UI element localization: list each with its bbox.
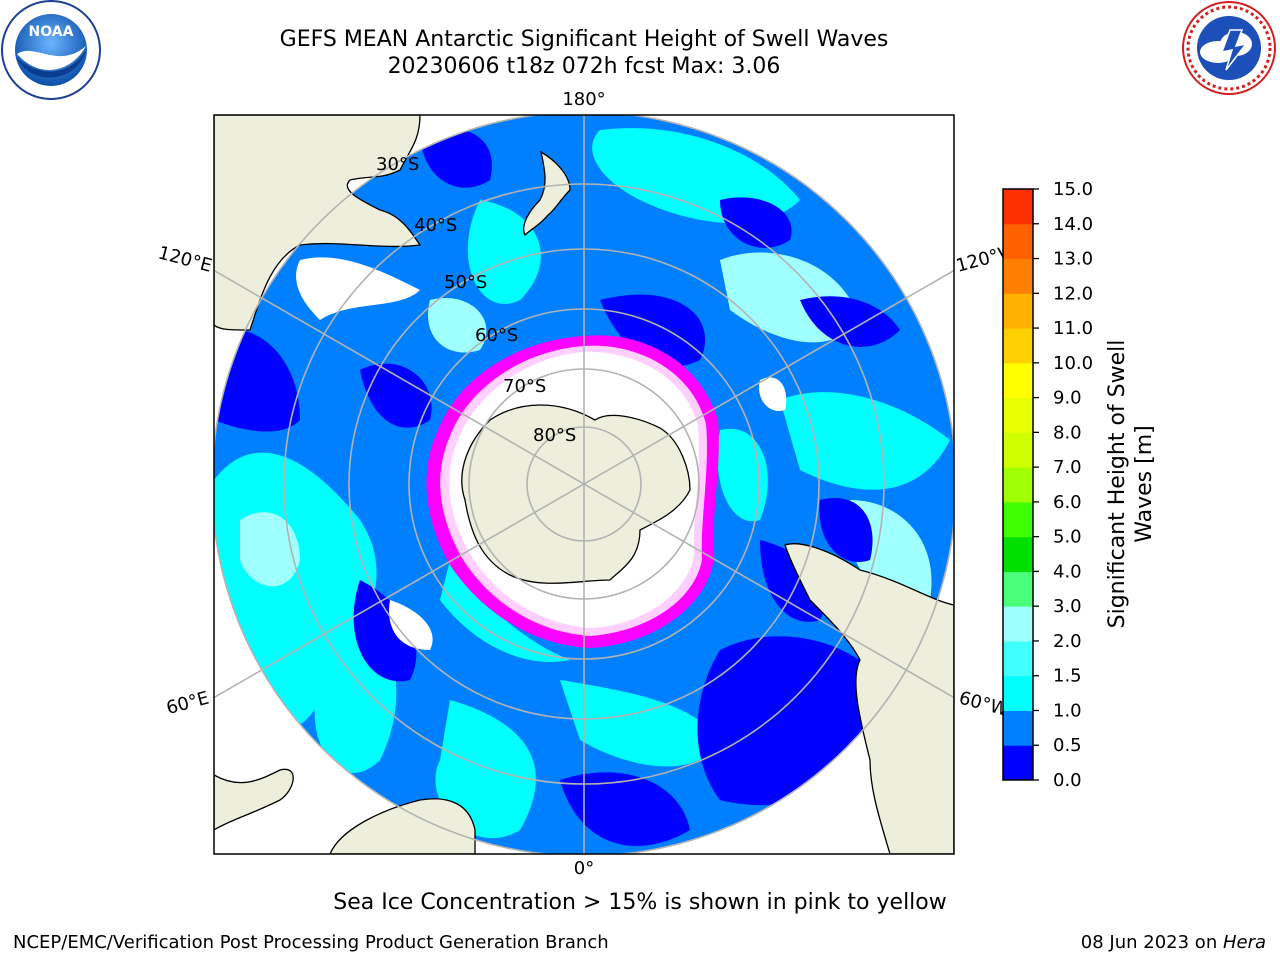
colorbar-tick-label: 0.0 — [1053, 770, 1082, 791]
meridian-60e-120w — [214, 269, 954, 699]
lat-label-40s: 40°S — [414, 215, 457, 236]
footer-credit: NCEP/EMC/Verification Post Processing Pr… — [13, 932, 609, 953]
colorbar-band — [1003, 223, 1033, 260]
map-frame — [213, 114, 955, 855]
south-america-land — [784, 543, 954, 854]
footer-date-text: 08 Jun 2023 on — [1080, 932, 1223, 953]
colorbar-tick-label: 14.0 — [1053, 214, 1093, 235]
colorbar-band — [1003, 467, 1033, 503]
colorbar-band — [1003, 536, 1033, 572]
colorbar-tick-label: 5.0 — [1053, 527, 1082, 548]
colorbar-tick-label: 9.0 — [1053, 388, 1082, 409]
colorbar-band — [1003, 432, 1033, 468]
map-subtitle: 20230606 t18z 072h fcst Max: 3.06 — [387, 54, 781, 79]
colorbar-band — [1003, 745, 1033, 781]
lon-label-60e: 60°E — [164, 688, 211, 719]
colorbar-tick-label: 13.0 — [1053, 249, 1093, 270]
colorbar-tick-label: 0.5 — [1053, 735, 1082, 756]
colorbar-tick-label: 3.0 — [1053, 596, 1082, 617]
colorbar-band — [1003, 606, 1033, 642]
colorbar-band — [1003, 571, 1033, 607]
colorbar-tick-label: 8.0 — [1053, 422, 1082, 443]
svg-text:NOAA: NOAA — [29, 24, 74, 40]
graticule — [214, 115, 954, 854]
colorbar-frame — [1002, 188, 1034, 781]
colorbar-band — [1003, 710, 1033, 746]
colorbar-bands — [1003, 189, 1033, 781]
colorbar-band — [1003, 362, 1033, 399]
lat-label-30s: 30°S — [376, 154, 419, 175]
map-title: GEFS MEAN Antarctic Significant Height o… — [279, 27, 889, 52]
lon-label-120e: 120°E — [156, 242, 214, 276]
colorbar-band — [1003, 397, 1033, 433]
colorbar-tick-label: 7.0 — [1053, 457, 1082, 478]
noaa-logo: NOAA — [1, 0, 101, 100]
colorbar-tick-label: 1.0 — [1053, 700, 1082, 721]
footer-date: 08 Jun 2023 on Hera — [1081, 932, 1266, 953]
antarctica-land — [461, 404, 691, 584]
lon-label-0: 0° — [574, 858, 594, 879]
colorbar-tick-label: 6.0 — [1053, 492, 1082, 513]
colorbar-tick-label: 15.0 — [1053, 179, 1093, 200]
colorbar-tick-label: 12.0 — [1053, 283, 1093, 304]
colorbar-tick-label: 4.0 — [1053, 561, 1082, 582]
lat-label-80s: 80°S — [533, 425, 576, 446]
lat-label-50s: 50°S — [444, 272, 487, 293]
new-zealand-land — [523, 150, 571, 237]
colorbar-band — [1003, 675, 1033, 711]
sea-ice-note: Sea Ice Concentration > 15% is shown in … — [333, 890, 947, 915]
colorbar-band — [1003, 189, 1033, 225]
colorbar-tick-label: 2.0 — [1053, 631, 1082, 652]
colorbar-band — [1003, 258, 1033, 294]
footer-machine: Hera — [1222, 932, 1266, 953]
colorbar-band — [1003, 640, 1033, 677]
lat-label-70s: 70°S — [503, 376, 546, 397]
colorbar-band — [1003, 293, 1033, 329]
australia-land — [214, 115, 422, 331]
colorbar-tick-label: 10.0 — [1053, 353, 1093, 374]
colorbar-tick-label: 1.5 — [1053, 666, 1082, 687]
colorbar-label-line2: Waves [m] — [1132, 425, 1157, 542]
lon-label-180: 180° — [562, 89, 605, 110]
colorbar: 15.0 14.0 13.0 12.0 11.0 10.0 9.0 8.0 7.0 6.0 5.0 4… — [1002, 179, 1157, 791]
nws-logo — [1182, 1, 1276, 95]
lat-label-60s: 60°S — [475, 325, 518, 346]
map-area — [214, 115, 954, 854]
madagascar-land — [214, 768, 294, 831]
colorbar-band — [1003, 501, 1033, 538]
colorbar-label-line1: Significant Height of Swell — [1105, 340, 1130, 629]
land-masses — [214, 115, 954, 854]
colorbar-band — [1003, 328, 1033, 364]
colorbar-tick-label: 11.0 — [1053, 318, 1093, 339]
africa-land — [329, 798, 476, 854]
colorbar-ticks: 15.0 14.0 13.0 12.0 11.0 10.0 9.0 8.0 7.0 6.0 5.0 4… — [1033, 179, 1093, 791]
